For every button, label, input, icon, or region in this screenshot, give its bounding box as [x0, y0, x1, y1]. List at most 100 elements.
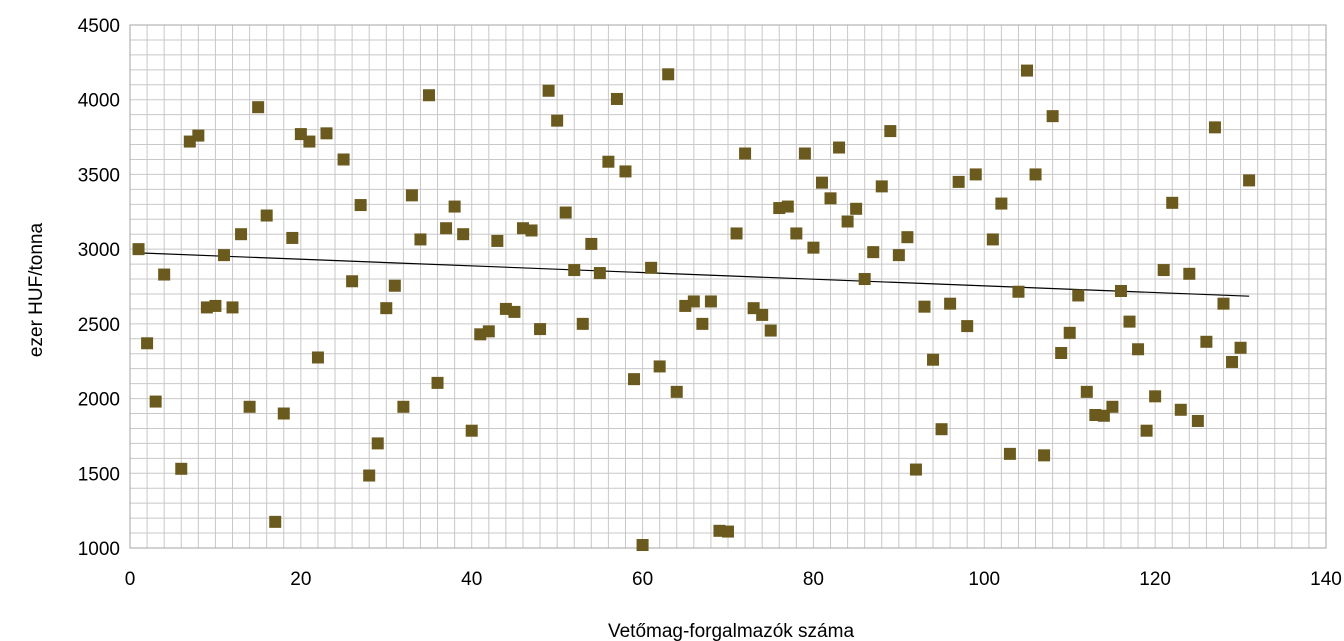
data-point	[235, 228, 248, 241]
data-point	[1183, 267, 1196, 280]
data-point	[149, 395, 162, 408]
data-point	[1132, 343, 1145, 356]
y-tick-label: 3000	[78, 240, 120, 261]
data-point	[465, 424, 478, 437]
data-point	[636, 539, 649, 552]
data-point	[927, 353, 940, 366]
x-tick-label: 100	[968, 569, 1000, 590]
x-tick-label: 60	[632, 569, 653, 590]
data-point	[286, 231, 299, 244]
data-point	[884, 125, 897, 138]
data-point	[593, 267, 606, 280]
data-point	[132, 243, 145, 256]
data-point	[1038, 449, 1051, 462]
y-axis-title: ezer HUF/tonna	[26, 223, 47, 358]
data-point	[277, 407, 290, 420]
data-point	[576, 317, 589, 330]
x-tick-label: 140	[1310, 569, 1342, 590]
y-tick-label: 4500	[78, 16, 120, 37]
data-point	[739, 147, 752, 160]
trendline-group	[138, 252, 1250, 297]
data-point	[551, 114, 564, 127]
data-point	[1208, 121, 1221, 134]
data-point	[944, 297, 957, 310]
data-point	[756, 308, 769, 321]
data-point	[961, 320, 974, 333]
data-point	[209, 299, 222, 312]
data-point	[619, 165, 632, 178]
plot-border	[129, 24, 1327, 549]
data-point	[491, 234, 504, 247]
x-tick-label: 20	[290, 569, 311, 590]
data-point	[952, 175, 965, 188]
data-point	[670, 385, 683, 398]
data-point	[252, 101, 265, 114]
data-point	[935, 423, 948, 436]
data-point	[397, 400, 410, 413]
y-tick-label: 1000	[78, 539, 120, 560]
data-point	[918, 300, 931, 313]
data-point	[482, 325, 495, 338]
tick-labels: 1000 1500 2000 2500 3000 3500 4000 4500 0 20 40 60 8…	[78, 16, 1342, 590]
x-tick-label: 80	[803, 569, 824, 590]
data-point	[1063, 326, 1076, 339]
data-point	[1114, 284, 1127, 297]
data-point	[243, 400, 256, 413]
data-point	[534, 323, 547, 336]
data-point	[841, 215, 854, 228]
data-point	[969, 168, 982, 181]
data-point	[722, 525, 734, 538]
data-point	[704, 295, 717, 308]
data-point	[559, 206, 572, 219]
data-point	[986, 233, 999, 246]
data-point	[363, 469, 376, 482]
data-point	[1157, 264, 1170, 277]
data-point	[448, 200, 461, 213]
data-point	[585, 237, 598, 250]
x-tick-label: 120	[1139, 569, 1171, 590]
data-point	[1200, 335, 1213, 348]
data-point	[158, 268, 171, 281]
data-point	[380, 302, 393, 315]
y-tick-label: 1500	[78, 464, 120, 485]
data-point	[440, 222, 453, 235]
data-point	[1021, 64, 1033, 77]
data-point	[892, 249, 905, 262]
data-point	[781, 200, 794, 213]
data-point	[867, 246, 880, 259]
data-point	[303, 135, 316, 148]
data-point	[525, 224, 538, 237]
data-point	[508, 305, 521, 318]
data-point	[423, 89, 435, 102]
data-point	[858, 273, 871, 286]
data-point	[414, 233, 427, 246]
data-point	[807, 241, 820, 254]
y-tick-label: 2500	[78, 315, 120, 336]
data-point	[815, 176, 828, 189]
data-point	[1072, 289, 1085, 302]
data-point	[1149, 390, 1162, 403]
x-tick-label: 0	[125, 569, 136, 590]
data-point	[696, 317, 709, 330]
data-point	[909, 463, 922, 476]
data-point	[662, 68, 675, 81]
data-points	[132, 64, 1256, 552]
data-point	[1106, 400, 1119, 413]
data-point	[645, 261, 658, 274]
data-point	[1226, 355, 1239, 368]
data-point	[1012, 285, 1025, 298]
y-tick-label: 4000	[78, 91, 120, 112]
data-point	[568, 264, 581, 277]
data-point	[875, 180, 888, 193]
data-point	[217, 249, 230, 262]
y-tick-label: 2000	[78, 390, 120, 411]
data-point	[1191, 414, 1204, 427]
data-point	[824, 192, 837, 205]
data-point	[790, 227, 803, 240]
x-axis-title: Vetőmag-forgalmazók száma	[608, 621, 854, 641]
data-point	[431, 376, 444, 389]
data-point	[337, 153, 350, 166]
data-point	[542, 84, 555, 97]
